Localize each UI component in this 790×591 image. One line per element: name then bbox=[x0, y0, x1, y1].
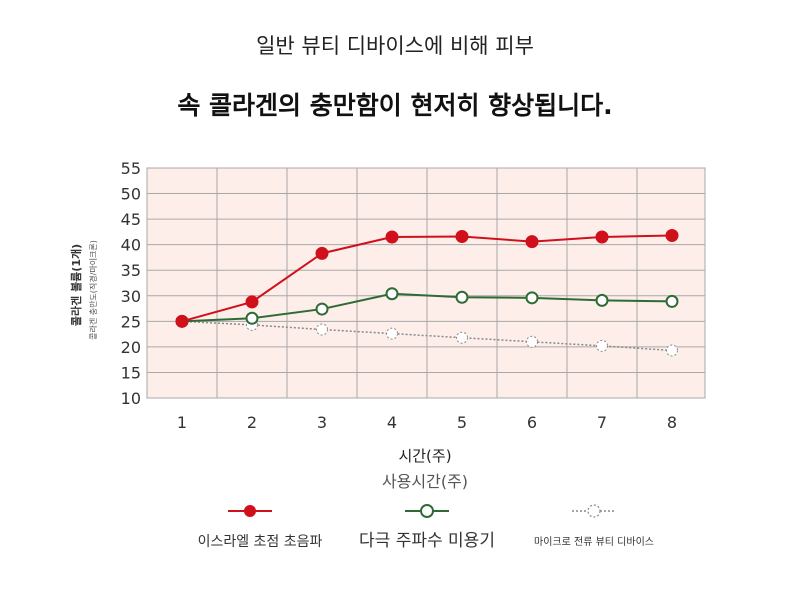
y-tick-label: 15 bbox=[121, 363, 141, 382]
x-tick-label: 7 bbox=[597, 413, 607, 432]
y-tick-label: 30 bbox=[121, 287, 141, 306]
y-tick-label: 20 bbox=[121, 338, 141, 357]
x-tick-label: 8 bbox=[667, 413, 677, 432]
data-point bbox=[385, 287, 399, 301]
data-point bbox=[245, 295, 259, 309]
data-point bbox=[315, 246, 329, 260]
y-axis-label-2: 콜라겐 충만도(직경/마이크론) bbox=[88, 240, 98, 340]
data-point bbox=[455, 290, 469, 304]
x-tick-label: 1 bbox=[177, 413, 187, 432]
data-point bbox=[455, 229, 469, 243]
legend-label: 마이크로 전류 뷰티 디바이스 bbox=[534, 536, 654, 548]
data-point bbox=[456, 331, 468, 344]
legend-marker bbox=[244, 505, 256, 517]
data-point bbox=[386, 327, 398, 340]
x-tick-label: 6 bbox=[527, 413, 537, 432]
x-tick-label: 3 bbox=[317, 413, 327, 432]
y-tick-label: 40 bbox=[121, 236, 141, 255]
y-tick-label: 10 bbox=[121, 389, 141, 408]
data-point bbox=[526, 335, 538, 348]
legend-marker bbox=[587, 504, 601, 518]
y-axis-label: 콜라겐 볼륨(1개) bbox=[69, 244, 83, 326]
title-line-2: 속 콜라겐의 충만함이 현저히 향상됩니다. bbox=[177, 91, 613, 120]
x-tick-label: 5 bbox=[457, 413, 467, 432]
legend-label: 이스라엘 초점 초음파 bbox=[198, 534, 323, 550]
data-point bbox=[385, 230, 399, 244]
y-tick-label: 55 bbox=[121, 159, 141, 178]
series-line bbox=[181, 320, 673, 352]
y-tick-label: 35 bbox=[121, 261, 141, 280]
plot-area bbox=[146, 167, 706, 399]
series-line bbox=[181, 292, 673, 323]
legend-marker bbox=[420, 504, 434, 518]
y-tick-label: 45 bbox=[121, 210, 141, 229]
y-tick-label: 25 bbox=[121, 312, 141, 331]
data-point bbox=[595, 293, 609, 307]
x-tick-label: 4 bbox=[387, 413, 397, 432]
y-tick-label: 50 bbox=[121, 185, 141, 204]
data-point bbox=[245, 311, 259, 325]
legend-label: 다극 주파수 미용기 bbox=[359, 531, 495, 551]
data-point bbox=[315, 302, 329, 316]
data-point bbox=[666, 344, 678, 357]
series-line bbox=[181, 234, 673, 323]
title-line-1: 일반 뷰티 디바이스에 비해 피부 bbox=[256, 34, 534, 58]
data-point bbox=[175, 314, 189, 328]
x-axis-label: 시간(주) bbox=[398, 447, 451, 465]
data-point bbox=[595, 230, 609, 244]
data-point bbox=[525, 291, 539, 305]
data-point bbox=[596, 339, 608, 352]
data-point bbox=[665, 294, 679, 308]
data-point bbox=[316, 323, 328, 336]
x-tick-label: 2 bbox=[247, 413, 257, 432]
data-point bbox=[665, 228, 679, 242]
data-point bbox=[525, 235, 539, 249]
x-axis-label-2: 사용시간(주) bbox=[382, 472, 468, 491]
